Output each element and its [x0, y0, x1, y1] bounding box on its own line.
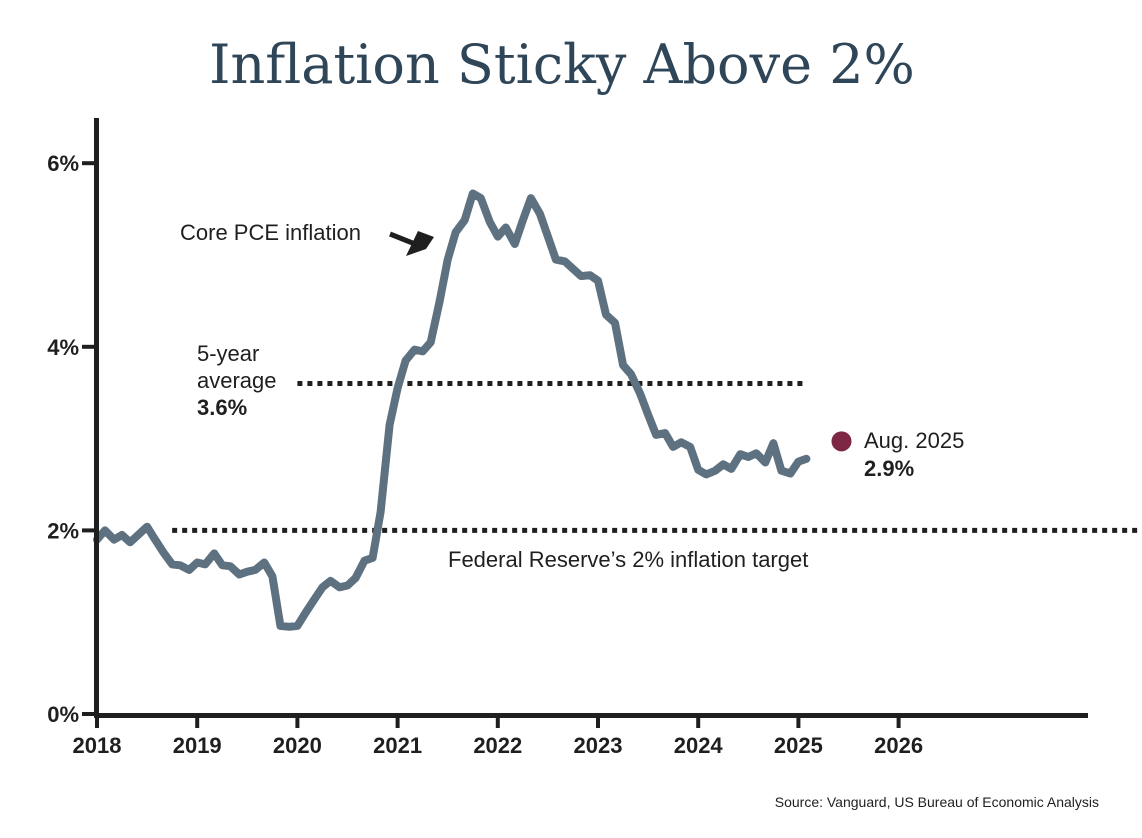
x-tick-label: 2022 — [473, 733, 522, 758]
annotation-5yr-average: 5-year average 3.6% — [197, 341, 277, 420]
chart-title: Inflation Sticky Above 2% — [209, 33, 915, 96]
y-tick-label: 6% — [47, 151, 79, 176]
y-tick-labels: 0% 2% 4% 6% — [47, 151, 96, 727]
x-tick-label: 2024 — [674, 733, 724, 758]
x-tick-label: 2025 — [774, 733, 823, 758]
source-note: Source: Vanguard, US Bureau of Economic … — [775, 794, 1099, 810]
x-tick-label: 2021 — [373, 733, 422, 758]
series-arrow-head — [406, 231, 434, 256]
x-tick-label: 2018 — [73, 733, 122, 758]
target-label: Federal Reserve’s 2% inflation target — [448, 547, 808, 572]
y-tick-label: 4% — [47, 335, 79, 360]
series-label: Core PCE inflation — [180, 220, 361, 245]
y-tick-label: 0% — [47, 702, 79, 727]
avg-value: 3.6% — [197, 395, 247, 420]
reference-lines — [172, 381, 1142, 533]
latest-value: 2.9% — [864, 456, 914, 481]
y-tick-label: 2% — [47, 518, 79, 543]
annotation-latest: Aug. 2025 2.9% — [831, 428, 964, 481]
latest-label: Aug. 2025 — [864, 428, 964, 453]
latest-point-marker — [831, 431, 852, 452]
axes — [94, 118, 1088, 718]
x-tick-label: 2026 — [874, 733, 923, 758]
x-tick-labels: 2018 2019 2020 2021 2022 2023 2024 2025 2026 — [73, 714, 923, 758]
series-layer — [93, 189, 811, 631]
x-tick-label: 2020 — [273, 733, 322, 758]
series-line-0 — [93, 189, 811, 631]
x-tick-label: 2019 — [173, 733, 222, 758]
avg-label-line2: average — [197, 368, 277, 393]
annotation-series-label: Core PCE inflation — [180, 220, 434, 256]
avg-label-line1: 5-year — [197, 341, 259, 366]
x-tick-label: 2023 — [574, 733, 623, 758]
